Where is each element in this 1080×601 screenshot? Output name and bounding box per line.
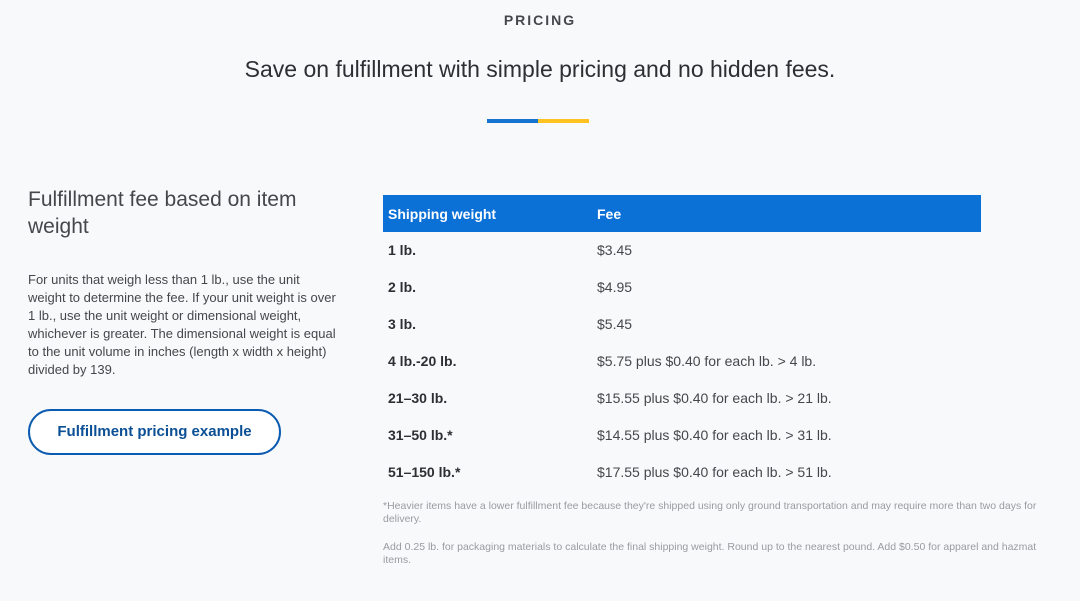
fee-description: For units that weigh less than 1 lb., us… [28,272,336,377]
table-header: Shipping weight Fee [383,195,981,232]
row-fee: $5.45 [597,316,633,333]
table-row: 21–30 lb. $15.55 plus $0.40 for each lb.… [383,380,981,417]
section-eyebrow: PRICING [503,12,577,28]
accent-divider [487,119,589,123]
table-row: 51–150 lb.* $17.55 plus $0.40 for each l… [383,453,981,490]
table-row: 4 lb.-20 lb. $5.75 plus $0.40 for each l… [383,343,981,380]
row-fee: $3.45 [597,242,633,259]
packaging-footnote: Add 0.25 lb. for packaging materials to … [383,541,1037,566]
row-weight: 51–150 lb.* [388,463,461,480]
divider-blue-segment [487,119,538,123]
pricing-table: Shipping weight Fee 1 lb. $3.45 2 lb. $4… [383,195,981,490]
header-fee: Fee [597,205,622,222]
row-fee: $4.95 [597,279,633,296]
table-row: 3 lb. $5.45 [383,306,981,343]
pricing-example-button[interactable]: Fulfillment pricing example [28,409,281,455]
row-weight: 2 lb. [388,279,417,296]
page-headline: Save on fulfillment with simple pricing … [244,56,836,82]
divider-yellow-segment [538,119,589,123]
table-row: 1 lb. $3.45 [383,232,981,269]
row-weight: 4 lb.-20 lb. [388,353,457,370]
header-shipping-weight: Shipping weight [388,205,497,222]
table-row: 31–50 lb.* $14.55 plus $0.40 for each lb… [383,416,981,453]
row-fee: $15.55 plus $0.40 for each lb. > 21 lb. [597,390,832,406]
row-fee: $14.55 plus $0.40 for each lb. > 31 lb. [597,426,832,443]
row-weight: 1 lb. [388,242,417,259]
row-fee: $5.75 plus $0.40 for each lb. > 4 lb. [597,353,817,370]
heavier-items-footnote: *Heavier items have a lower fulfillment … [383,500,1037,525]
row-weight: 31–50 lb.* [388,426,453,443]
table-row: 2 lb. $4.95 [383,269,981,306]
row-weight: 21–30 lb. [388,390,448,406]
row-weight: 3 lb. [388,316,417,333]
fee-section-title: Fulfillment fee based on item weight [28,188,297,238]
row-fee: $17.55 plus $0.40 for each lb. > 51 lb. [597,463,832,480]
